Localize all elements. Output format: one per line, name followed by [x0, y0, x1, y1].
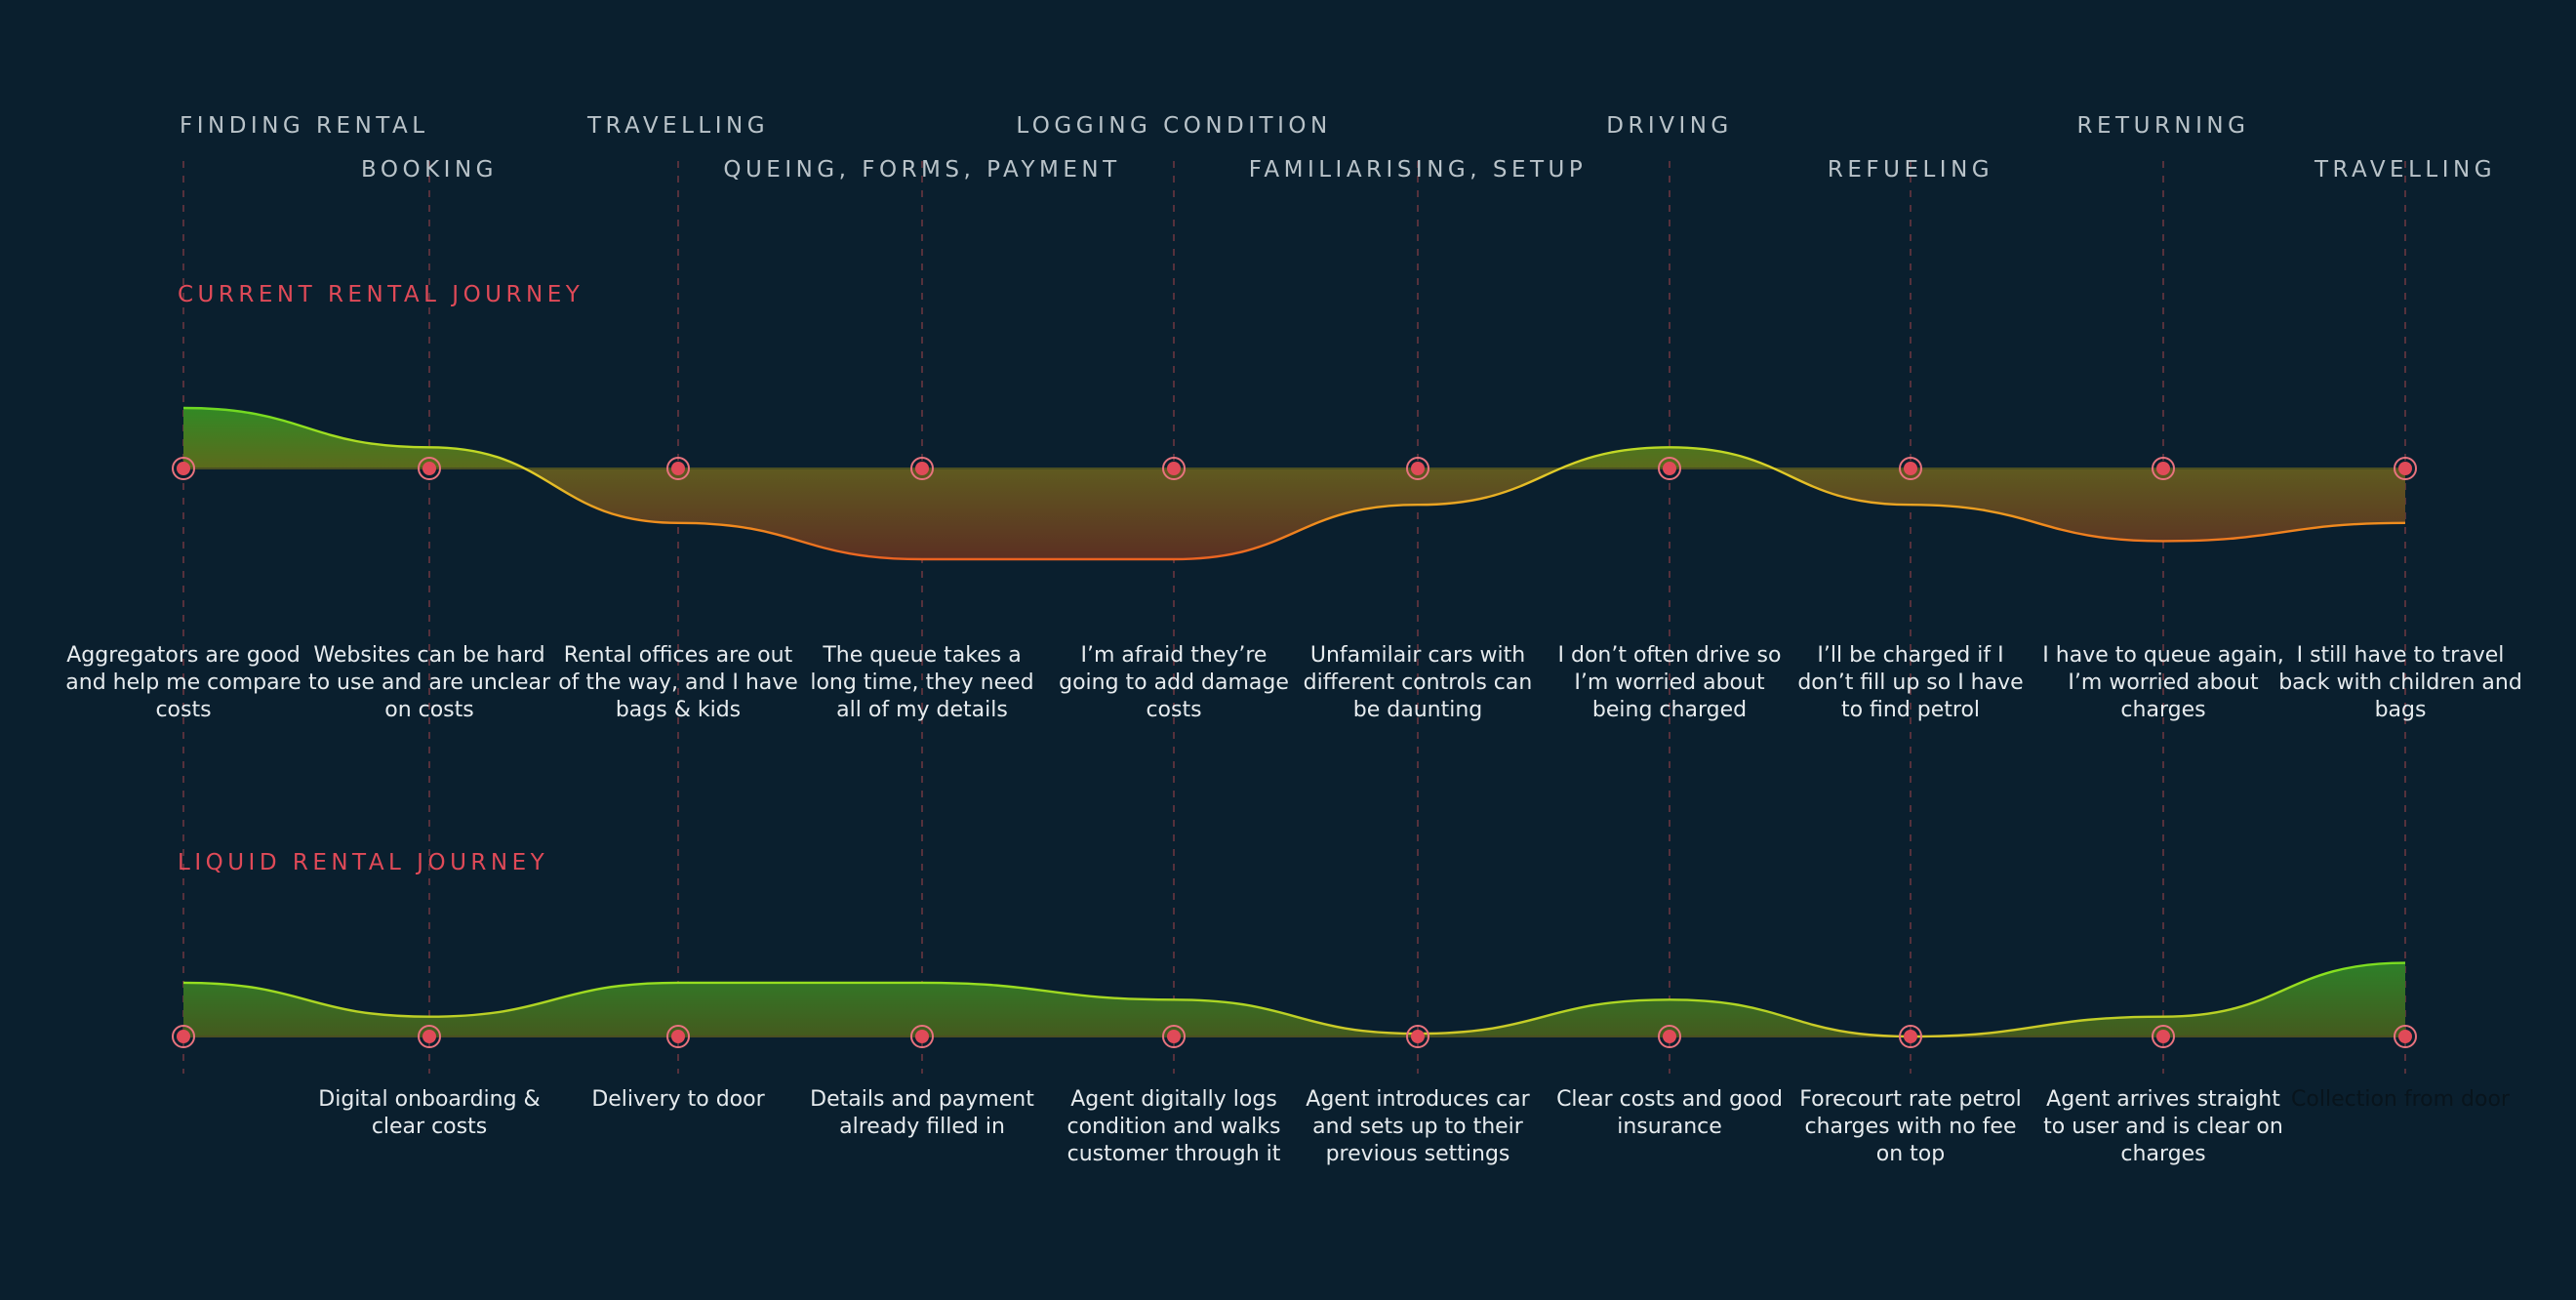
current-journey-stage-marker	[172, 457, 195, 480]
liquid-journey-stage-marker	[666, 1025, 690, 1048]
stage-label: RETURNING	[2076, 113, 2250, 139]
stage-label: TRAVELLING	[586, 113, 770, 139]
liquid-journey-caption: Clear costs and good insurance	[1556, 1087, 1783, 1139]
current-journey-caption: Websites can be hard to use and are uncl…	[307, 643, 551, 722]
current-journey-caption: I’m afraid they’re going to add damage c…	[1059, 643, 1289, 722]
stage-label: BOOKING	[361, 157, 498, 183]
current-journey-stage-marker	[2152, 457, 2175, 480]
liquid-journey-sentiment-line	[182, 961, 2406, 1038]
liquid-journey-stage-marker	[2394, 1025, 2417, 1048]
current-journey-stage-marker	[1658, 457, 1681, 480]
stage-label: FAMILIARISING, SETUP	[1248, 157, 1588, 183]
current-journey-caption: I’ll be charged if I don’t fill up so I …	[1797, 643, 2024, 722]
current-journey-stage-marker	[1899, 457, 1922, 480]
liquid-journey-caption: Delivery to door	[591, 1087, 765, 1112]
liquid-journey-stage-marker	[1899, 1025, 1922, 1048]
stage-label: LOGGING CONDITION	[1016, 113, 1332, 139]
liquid-journey-stage-marker	[910, 1025, 934, 1048]
current-journey-stage-marker	[418, 457, 441, 480]
liquid-journey-title: LIQUID RENTAL JOURNEY	[178, 850, 549, 875]
liquid-journey-positive-area	[183, 962, 2405, 1036]
current-journey-stage-marker	[910, 457, 934, 480]
liquid-journey-stage-marker	[418, 1025, 441, 1048]
current-journey-title: CURRENT RENTAL JOURNEY	[178, 282, 584, 307]
current-journey-stage-marker	[666, 457, 690, 480]
liquid-journey-caption: Details and payment already filled in	[810, 1087, 1034, 1139]
current-journey-caption: Aggregators are good and help me compare…	[65, 643, 302, 722]
liquid-journey-stage-marker	[2152, 1025, 2175, 1048]
liquid-journey-caption: Agent introduces car and sets up to thei…	[1306, 1087, 1530, 1166]
current-journey-caption: Rental offices are out of the way, and I…	[558, 643, 798, 722]
current-journey-stage-marker	[1162, 457, 1186, 480]
current-journey-caption: Unfamilair cars with different controls …	[1303, 643, 1533, 722]
liquid-journey-stage-marker	[1162, 1025, 1186, 1048]
current-journey-stage-marker	[1406, 457, 1429, 480]
liquid-journey-stage-marker	[1658, 1025, 1681, 1048]
current-journey-caption: The queue takes a long time, they need a…	[810, 643, 1034, 722]
current-journey-sentiment-line	[182, 406, 2406, 561]
current-journey-positive-area	[183, 408, 2405, 468]
current-journey-caption: I don’t often drive so I’m worried about…	[1557, 643, 1782, 722]
stage-label: QUEING, FORMS, PAYMENT	[723, 157, 1121, 183]
stage-label: FINDING RENTAL	[180, 113, 429, 139]
liquid-journey-caption: Digital onboarding & clear costs	[318, 1087, 541, 1139]
stage-label: DRIVING	[1606, 113, 1733, 139]
liquid-journey-caption: Forecourt rate petrol charges with no fe…	[1799, 1087, 2022, 1166]
current-journey-caption: I have to queue again, I’m worried about…	[2042, 643, 2284, 722]
stage-label: TRAVELLING	[2314, 157, 2497, 183]
liquid-journey-stage-marker	[172, 1025, 195, 1048]
liquid-journey-caption: Collection from door	[2291, 1087, 2510, 1112]
liquid-journey-caption: Agent digitally logs condition and walks…	[1067, 1087, 1281, 1166]
liquid-journey-caption: Agent arrives straight to user and is cl…	[2043, 1087, 2283, 1166]
current-journey-caption: I still have to travel back with childre…	[2278, 643, 2522, 722]
current-journey-negative-area	[183, 468, 2405, 560]
current-journey-stage-marker	[2394, 457, 2417, 480]
stage-label: REFUELING	[1827, 157, 1994, 183]
liquid-journey-stage-marker	[1406, 1025, 1429, 1048]
